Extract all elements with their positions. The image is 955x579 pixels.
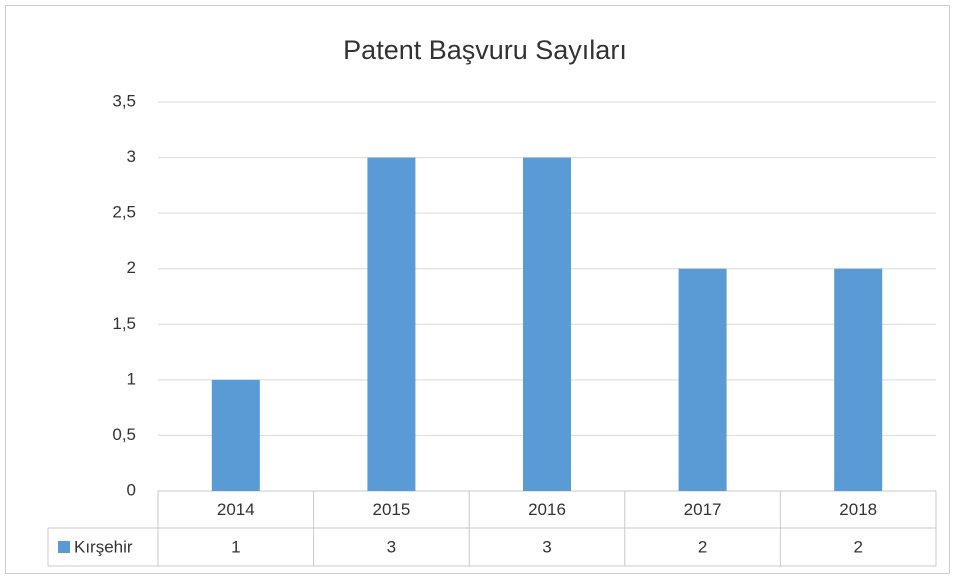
y-tick-label: 0: [127, 480, 136, 499]
bar: [678, 268, 727, 491]
data-table-value: 3: [542, 537, 551, 556]
bar: [367, 157, 416, 492]
bar: [211, 379, 260, 491]
y-tick-label: 1: [127, 369, 136, 388]
data-table-value: 3: [387, 537, 396, 556]
y-tick-label: 2: [127, 258, 136, 277]
x-tick-label: 2017: [684, 500, 722, 519]
data-table-value: 2: [698, 537, 707, 556]
bar: [834, 268, 883, 491]
x-tick-label: 2014: [217, 500, 255, 519]
chart-title: Patent Başvuru Sayıları: [343, 35, 627, 65]
y-tick-label: 3: [127, 147, 136, 166]
legend-label: Kırşehir: [74, 537, 133, 556]
y-tick-label: 2,5: [112, 203, 136, 222]
bar: [523, 157, 571, 492]
y-tick-label: 3,5: [112, 91, 136, 110]
x-tick-label: 2015: [372, 500, 410, 519]
data-table-value: 2: [853, 537, 862, 556]
legend-swatch: [58, 541, 70, 553]
chart-border: [5, 5, 950, 574]
y-tick-label: 1,5: [112, 314, 136, 333]
x-tick-label: 2018: [839, 500, 877, 519]
y-tick-label: 0,5: [112, 425, 136, 444]
x-tick-label: 2016: [528, 500, 566, 519]
data-table-value: 1: [231, 537, 240, 556]
